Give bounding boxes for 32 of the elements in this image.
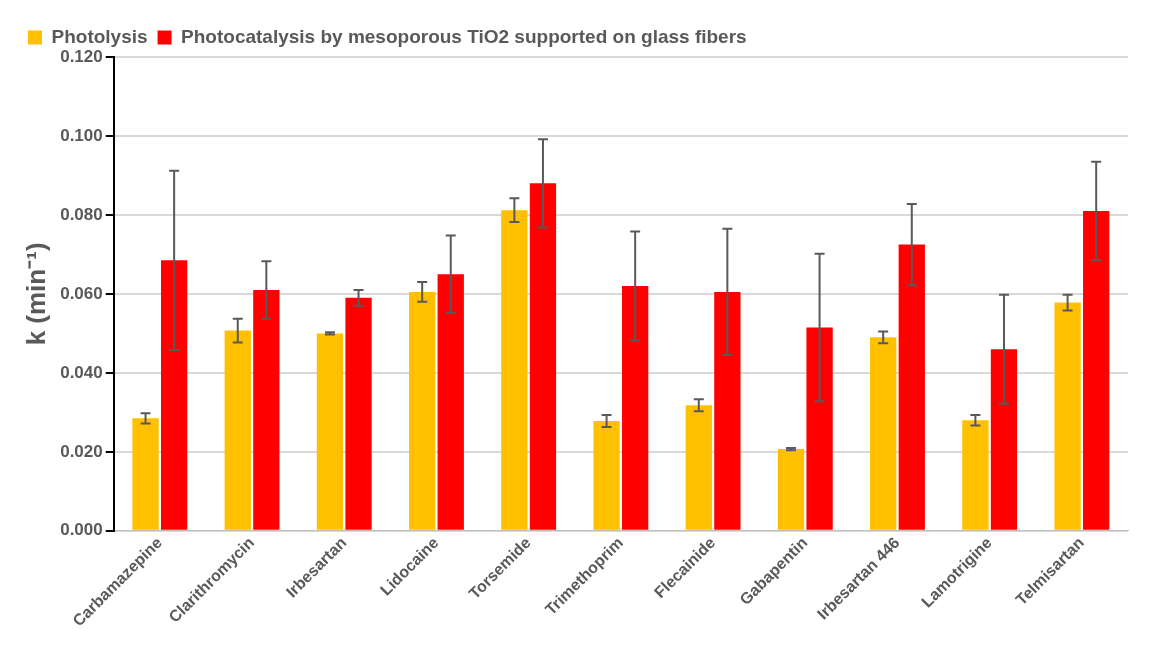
y-tick-label: 0.020 xyxy=(60,441,103,461)
y-tick-label: 0.000 xyxy=(60,520,103,540)
bar xyxy=(1054,302,1081,530)
bar xyxy=(777,449,805,530)
bar xyxy=(962,420,989,530)
y-tick-label: 0.040 xyxy=(60,362,103,382)
y-tick-label: 0.100 xyxy=(60,125,103,145)
bar xyxy=(714,291,741,530)
bar xyxy=(160,260,188,530)
bar xyxy=(253,289,280,530)
bar xyxy=(990,349,1018,530)
bar xyxy=(685,405,712,530)
bar xyxy=(345,297,372,530)
y-tick-label: 0.080 xyxy=(60,204,103,224)
bar xyxy=(593,421,620,530)
y-axis-title: k (min⁻¹) xyxy=(20,242,51,346)
y-tick-label: 0.120 xyxy=(60,46,103,66)
legend-label: Photolysis xyxy=(51,25,148,47)
legend-label: Photocatalysis by mesoporous TiO2 supported on glass fibers xyxy=(181,25,747,47)
bar xyxy=(529,183,557,530)
bar xyxy=(1083,210,1110,530)
bar xyxy=(316,333,344,530)
bar xyxy=(870,337,897,530)
bar xyxy=(898,244,925,530)
bar xyxy=(224,330,251,530)
bar xyxy=(622,286,649,530)
bar xyxy=(437,274,464,530)
bar xyxy=(409,291,436,530)
bar xyxy=(806,327,833,530)
y-tick-label: 0.060 xyxy=(60,283,103,303)
bar xyxy=(501,210,528,530)
bar xyxy=(132,418,159,530)
